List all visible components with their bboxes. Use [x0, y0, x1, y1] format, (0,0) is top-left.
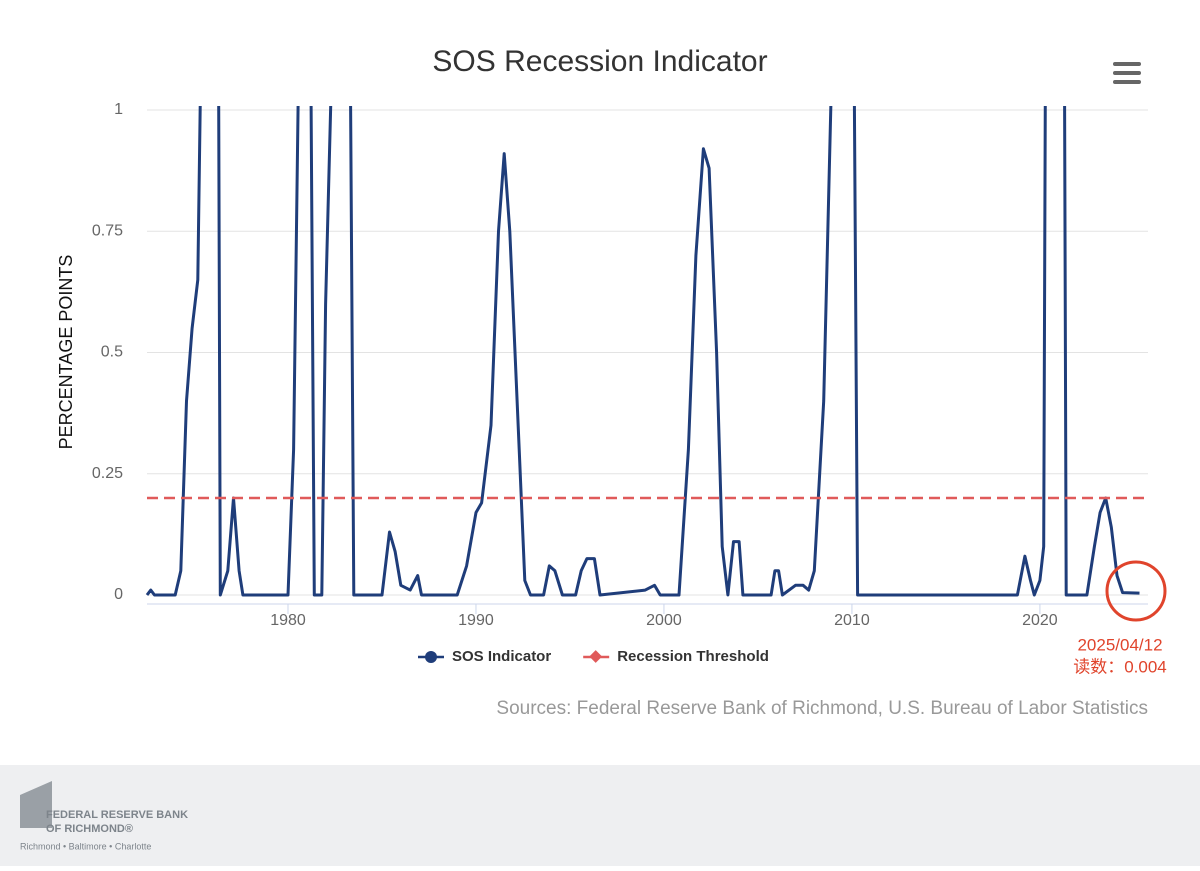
annotation: 读数：0.004 [1073, 657, 1167, 676]
chart-title: SOS Recession Indicator [432, 45, 767, 78]
x-tick-label: 2010 [834, 612, 870, 629]
y-tick-label: 1 [114, 101, 123, 118]
y-tick-label: 0.75 [92, 222, 123, 239]
logo-text: FEDERAL RESERVE BANK [46, 809, 188, 821]
y-tick-label: 0 [114, 586, 123, 603]
logo-cities: Richmond • Baltimore • Charlotte [20, 841, 151, 851]
x-tick-label: 2020 [1022, 612, 1058, 629]
logo-icon [20, 781, 52, 828]
legend-item: SOS Indicator [418, 648, 551, 665]
x-tick-label: 1980 [270, 612, 306, 629]
legend-marker [425, 651, 437, 663]
x-tick-label: 2000 [646, 612, 682, 629]
legend-label: SOS Indicator [452, 648, 551, 665]
y-axis-label: PERCENTAGE POINTS [56, 255, 76, 450]
source: Sources: Federal Reserve Bank of Richmon… [496, 698, 1148, 719]
legend-label: Recession Threshold [617, 648, 769, 665]
menu-icon[interactable] [1113, 62, 1141, 84]
y-tick-label: 0.5 [101, 344, 123, 361]
x-tick-label: 1990 [458, 612, 494, 629]
y-tick-label: 0.25 [92, 465, 123, 482]
highlight-circle [1105, 560, 1167, 622]
legend-item: Recession Threshold [583, 648, 769, 665]
footer [0, 765, 1200, 866]
logo-text: OF RICHMOND® [46, 823, 133, 835]
annotation: 2025/04/12 [1077, 635, 1162, 654]
series-line [145, 106, 1140, 597]
legend-marker [589, 650, 603, 663]
